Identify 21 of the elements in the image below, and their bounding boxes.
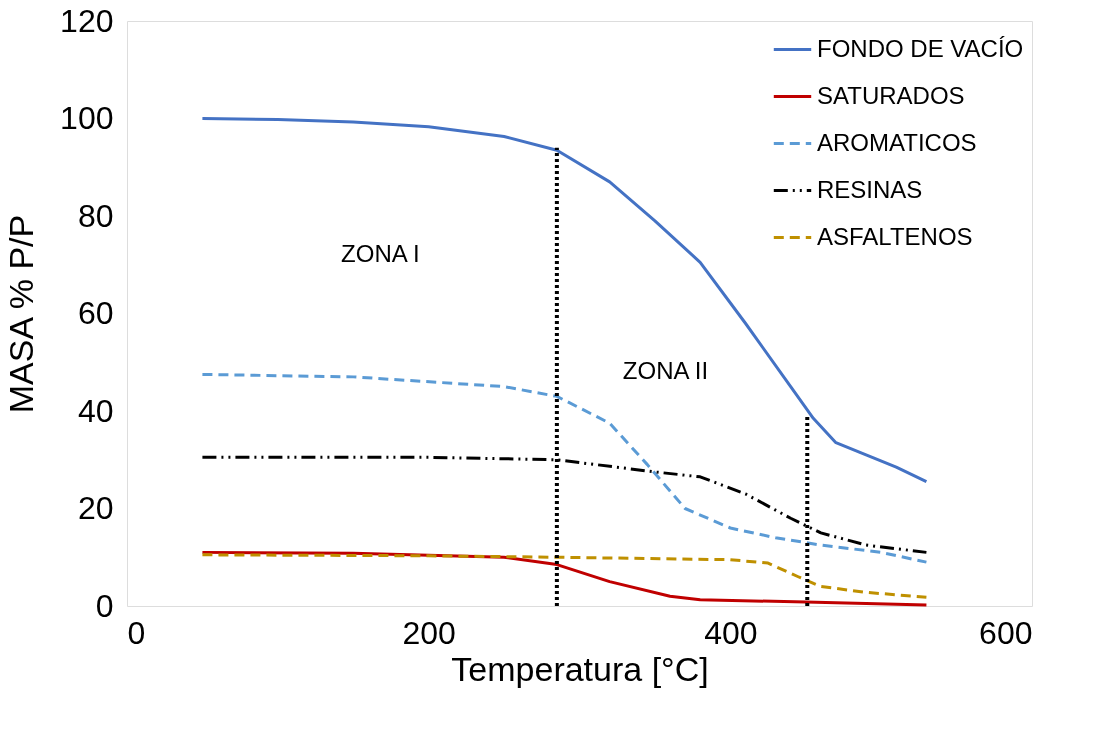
annotation: ZONA I xyxy=(341,240,420,267)
legend-label: ASFALTENOS xyxy=(817,222,973,250)
legend-label: SATURADOS xyxy=(817,81,965,109)
y-tick-label: 80 xyxy=(77,197,114,234)
y-tick-label: 60 xyxy=(77,295,114,331)
y-tick-label: 0 xyxy=(95,587,114,624)
x-tick-label: 400 xyxy=(704,614,758,651)
x-axis-title: Temperatura [°C] xyxy=(451,649,709,688)
y-tick-label: 120 xyxy=(60,2,114,39)
y-tick-label: 20 xyxy=(77,490,114,526)
x-tick-label: 600 xyxy=(979,614,1033,651)
legend-label: AROMATICOS xyxy=(817,128,977,156)
annotation: ZONA II xyxy=(622,357,709,384)
line-series xyxy=(200,553,928,599)
y-tick-label: 40 xyxy=(77,392,114,429)
y-axis-title: MASA % P/P xyxy=(2,214,41,414)
legend-label: RESINAS xyxy=(817,175,923,203)
legend-label: FONDO DE VACÍO xyxy=(817,34,1024,62)
x-tick-label: 0 xyxy=(127,614,146,651)
x-tick-label: 200 xyxy=(402,614,456,651)
y-tick-label: 100 xyxy=(60,100,114,136)
